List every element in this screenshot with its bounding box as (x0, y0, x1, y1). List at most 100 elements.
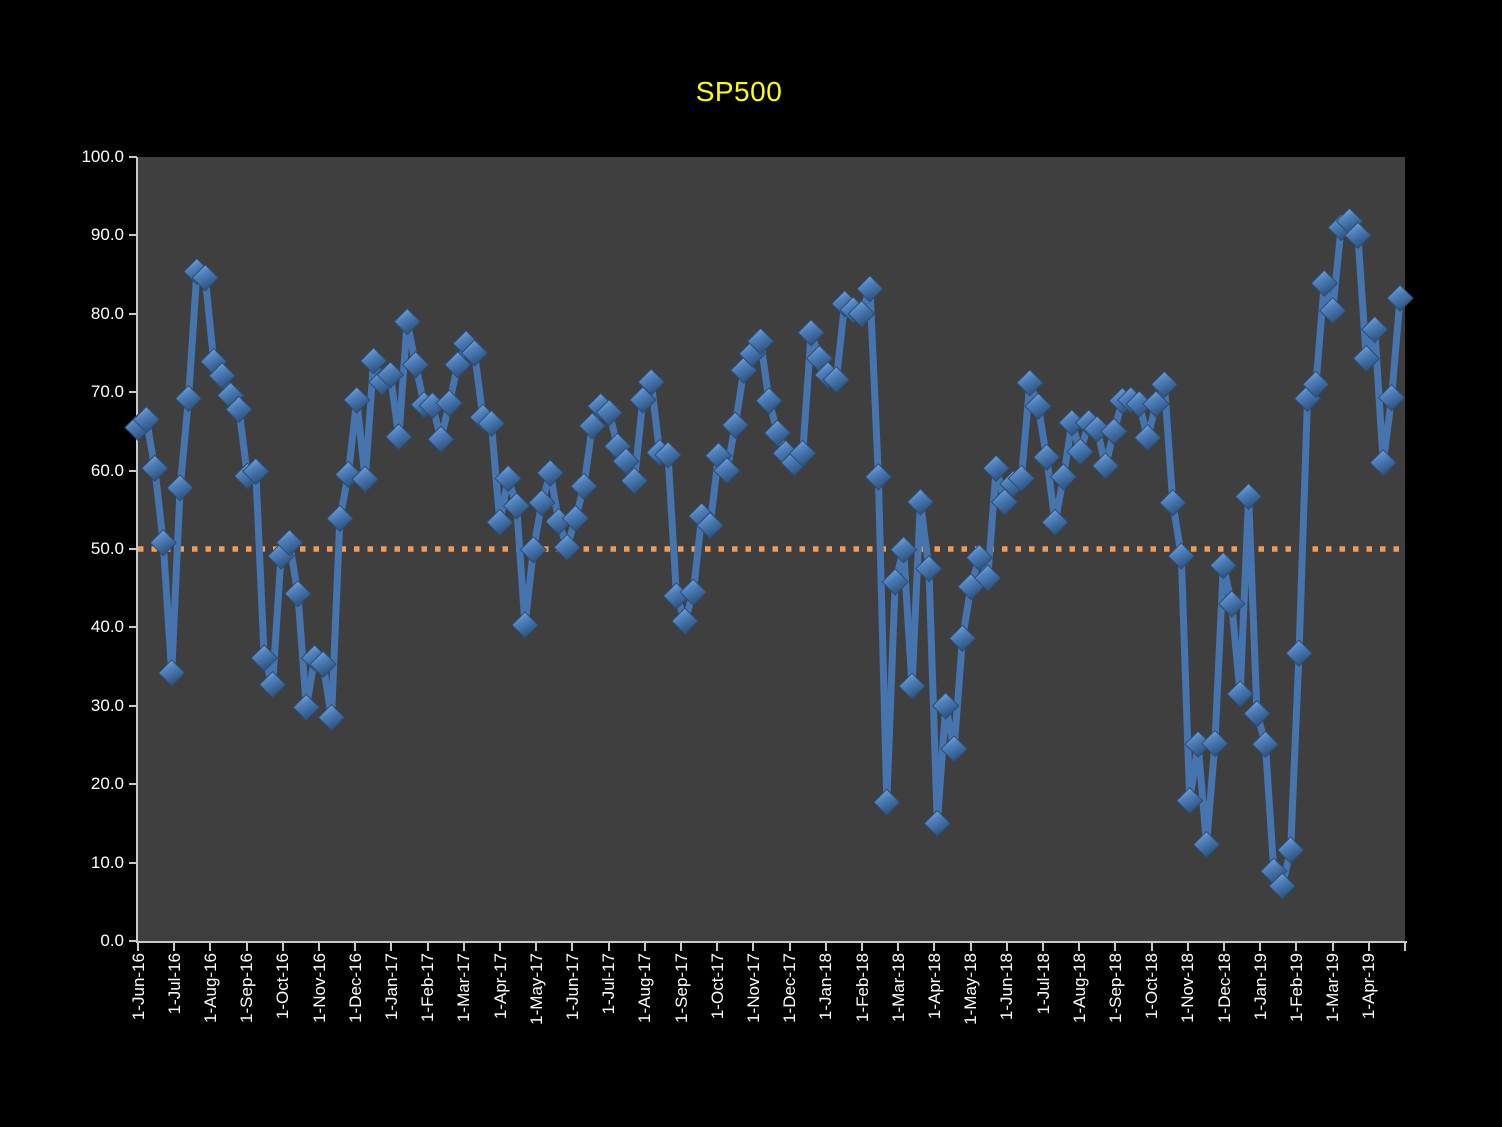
x-tick-label: 1-Apr-18 (924, 953, 944, 1020)
data-point-marker (915, 554, 943, 583)
data-point-marker (1016, 369, 1044, 397)
data-point-marker (284, 579, 312, 608)
x-axis-tick (1259, 943, 1262, 951)
x-tick-label: 1-Nov-17 (743, 953, 763, 1023)
data-point-marker (208, 362, 236, 390)
data-point-marker (1302, 370, 1330, 399)
x-tick-label: 1-Mar-17 (454, 953, 474, 1022)
data-point-marker (1175, 786, 1204, 815)
x-tick-label: 1-Sep-18 (1105, 953, 1125, 1023)
x-axis-tick (281, 943, 284, 951)
x-axis-tick (499, 943, 501, 951)
y-tick-label: 40.0 (90, 617, 124, 637)
data-point-marker (612, 447, 640, 475)
data-point-marker (141, 454, 169, 482)
data-point-marker (225, 395, 253, 424)
data-point-marker (1276, 836, 1305, 864)
x-axis-tick (788, 943, 791, 951)
data-point-marker (1361, 315, 1389, 344)
data-point-marker (1032, 443, 1061, 471)
data-point-marker (906, 488, 935, 516)
y-axis-tick (129, 704, 137, 707)
x-tick-label: 1-Jun-16 (128, 953, 148, 1021)
x-axis-tick (1186, 943, 1189, 951)
data-point-marker (1218, 590, 1246, 618)
x-axis-tick (318, 943, 320, 951)
x-tick-label: 1-Jan-17 (381, 953, 401, 1021)
x-tick-label: 1-May-17 (526, 953, 546, 1025)
data-point-marker (1007, 464, 1036, 493)
x-tick-label: 1-Oct-17 (707, 953, 727, 1020)
x-axis-line (136, 941, 1407, 943)
y-axis-tick (129, 861, 137, 864)
data-point-marker (696, 511, 724, 540)
x-tick-label: 1-Mar-19 (1323, 953, 1343, 1022)
data-point-marker (242, 457, 270, 486)
data-point-marker (1268, 872, 1296, 900)
x-axis-tick (245, 943, 248, 951)
x-tick-label: 1-Aug-18 (1069, 953, 1089, 1023)
data-point-marker (250, 644, 278, 672)
data-point-marker (1133, 423, 1162, 452)
line-chart-svg (124, 207, 1414, 900)
data-point-marker (435, 389, 464, 417)
data-point-marker (931, 692, 960, 720)
data-point-marker (1318, 296, 1347, 325)
data-point-marker (763, 419, 792, 447)
y-axis-tick (129, 469, 137, 472)
x-tick-label: 1-Oct-16 (273, 953, 293, 1020)
data-point-marker (359, 347, 388, 375)
data-point-marker (889, 536, 918, 564)
data-point-marker (385, 423, 413, 451)
data-point-marker (965, 543, 994, 572)
x-axis-tick (861, 943, 863, 951)
data-point-marker (1369, 449, 1397, 477)
x-axis-tick (1223, 943, 1225, 951)
y-axis-tick (129, 312, 137, 315)
data-point-marker (1377, 383, 1406, 412)
data-point-marker (1159, 489, 1187, 517)
x-tick-label: 1-Feb-17 (418, 953, 438, 1022)
x-axis-tick (1114, 943, 1117, 951)
x-axis-tick (137, 943, 139, 951)
y-tick-label: 70.0 (90, 382, 124, 402)
y-tick-label: 20.0 (90, 774, 124, 794)
x-axis-tick (933, 943, 936, 951)
y-axis-line (136, 157, 138, 943)
data-point-marker (1167, 542, 1195, 570)
data-point-marker (502, 492, 531, 520)
data-point-marker (570, 472, 598, 500)
x-axis-tick (426, 943, 429, 951)
data-point-marker (460, 339, 489, 367)
x-tick-label: 1-Nov-16 (309, 953, 329, 1023)
x-axis-tick (680, 943, 682, 951)
x-tick-label: 1-Oct-18 (1142, 953, 1162, 1020)
data-point-marker (1285, 639, 1313, 667)
x-axis-tick (571, 943, 574, 951)
y-tick-label: 100.0 (81, 147, 124, 166)
x-axis-tick (390, 943, 393, 951)
data-point-marker (1234, 482, 1263, 511)
data-point-marker (166, 474, 194, 502)
x-tick-label: 1-Jun-17 (562, 953, 582, 1021)
data-point-marker (1209, 551, 1238, 580)
data-point-marker (528, 489, 556, 517)
x-axis-tick (607, 943, 610, 951)
data-point-marker (679, 578, 707, 606)
data-point-marker (923, 809, 951, 838)
data-point-marker (519, 536, 548, 564)
data-point-marker (797, 318, 825, 347)
data-point-marker (822, 365, 851, 394)
x-tick-label: 1-Aug-17 (635, 953, 655, 1023)
data-point-marker (1226, 680, 1254, 708)
data-point-marker (1049, 463, 1078, 491)
data-point-marker (132, 405, 161, 434)
data-point-marker (393, 307, 421, 336)
x-axis-tick (1331, 943, 1334, 951)
x-axis-tick (535, 943, 538, 951)
data-point-marker (149, 529, 177, 557)
x-tick-label: 1-Dec-16 (345, 953, 365, 1023)
data-point-marker (755, 387, 783, 415)
data-point-marker (578, 412, 607, 440)
x-axis-tick (752, 943, 755, 951)
